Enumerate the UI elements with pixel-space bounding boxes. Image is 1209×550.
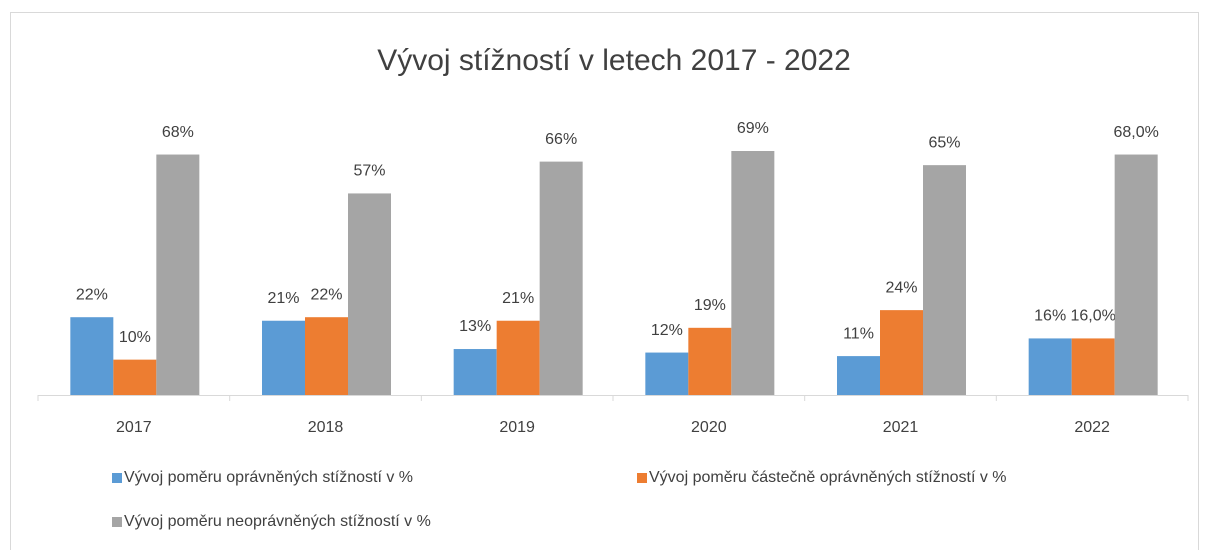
bar [645,352,689,395]
data-label: 16,0% [1070,308,1115,325]
data-label: 19% [694,297,726,314]
bar [1028,338,1072,395]
bar [70,317,114,395]
bar [113,359,157,395]
data-label: 16% [1034,308,1066,325]
bar [262,320,305,395]
data-label: 10% [119,329,151,346]
legend-label: Vývoj poměru oprávněných stížností v % [124,469,413,486]
data-label: 57% [353,163,385,180]
x-tick-label: 2020 [691,419,727,436]
bar [305,317,348,395]
x-tick-label: 2019 [499,419,535,436]
legend-label: Vývoj poměru částečně oprávněných stížno… [649,469,1007,486]
legend-swatch [112,473,122,483]
data-label: 68,0% [1113,124,1158,141]
bar [837,356,880,395]
chart-border [10,12,1199,550]
bar [539,161,583,395]
data-label: 69% [737,120,769,137]
data-label: 21% [267,290,299,307]
data-label: 65% [928,134,960,151]
bar [496,320,540,395]
data-label: 66% [545,131,577,148]
data-label: 24% [885,279,917,296]
bar [880,310,923,395]
legend-label: Vývoj poměru neoprávněných stížností v % [124,513,431,530]
x-tick-label: 2017 [116,419,152,436]
bar [453,349,497,395]
data-label: 11% [843,325,874,342]
data-label: 68% [162,124,194,141]
bar [688,327,732,395]
chart-title: Vývoj stížností v letech 2017 - 2022 [377,44,851,77]
x-tick-label: 2021 [883,419,919,436]
bar [1114,154,1158,395]
legend-swatch [637,473,647,483]
data-label: 21% [502,290,534,307]
bar [731,151,775,395]
bar [156,154,200,395]
bar [923,165,966,395]
data-label: 12% [651,322,683,339]
x-tick-label: 2022 [1074,419,1110,436]
bar [1071,338,1115,395]
bar [348,193,391,395]
x-tick-label: 2018 [308,419,344,436]
legend-swatch [112,517,122,527]
data-label: 22% [76,286,108,303]
data-label: 13% [459,318,491,335]
data-label: 22% [310,286,342,303]
